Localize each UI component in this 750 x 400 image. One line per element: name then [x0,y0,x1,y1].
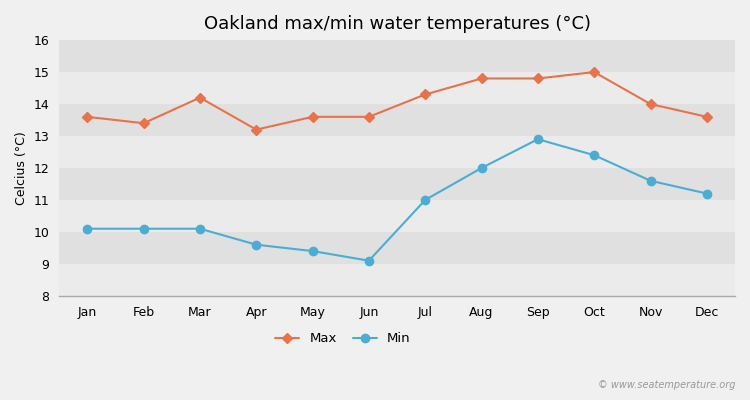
Min [421,198,430,202]
Max [364,114,374,119]
Min [477,166,486,170]
Max [590,70,598,74]
Min [308,249,317,254]
Bar [59,72,735,104]
Min [590,153,598,158]
Text: © www.seatemperature.org: © www.seatemperature.org [598,380,735,390]
Max [140,121,148,126]
Bar [59,168,735,200]
Y-axis label: Celcius (°C): Celcius (°C) [15,131,28,205]
Max [421,92,430,97]
Max [196,95,205,100]
Min [140,226,148,231]
Bar [59,104,735,136]
Bar [59,136,735,168]
Min [646,178,655,183]
Max [477,76,486,81]
Min [196,226,205,231]
Bar [59,40,735,72]
Bar [59,232,735,264]
Max [82,114,92,119]
Min [252,242,261,247]
Max [252,127,261,132]
Min [364,258,374,263]
Bar [59,200,735,232]
Line: Max: Max [84,69,710,133]
Min [82,226,92,231]
Max [646,102,655,106]
Max [702,114,711,119]
Legend: Max, Min: Max, Min [275,332,411,346]
Max [533,76,542,81]
Bar [59,264,735,296]
Title: Oakland max/min water temperatures (°C): Oakland max/min water temperatures (°C) [203,15,590,33]
Min [533,137,542,142]
Line: Min: Min [83,135,711,265]
Max [308,114,317,119]
Min [702,191,711,196]
